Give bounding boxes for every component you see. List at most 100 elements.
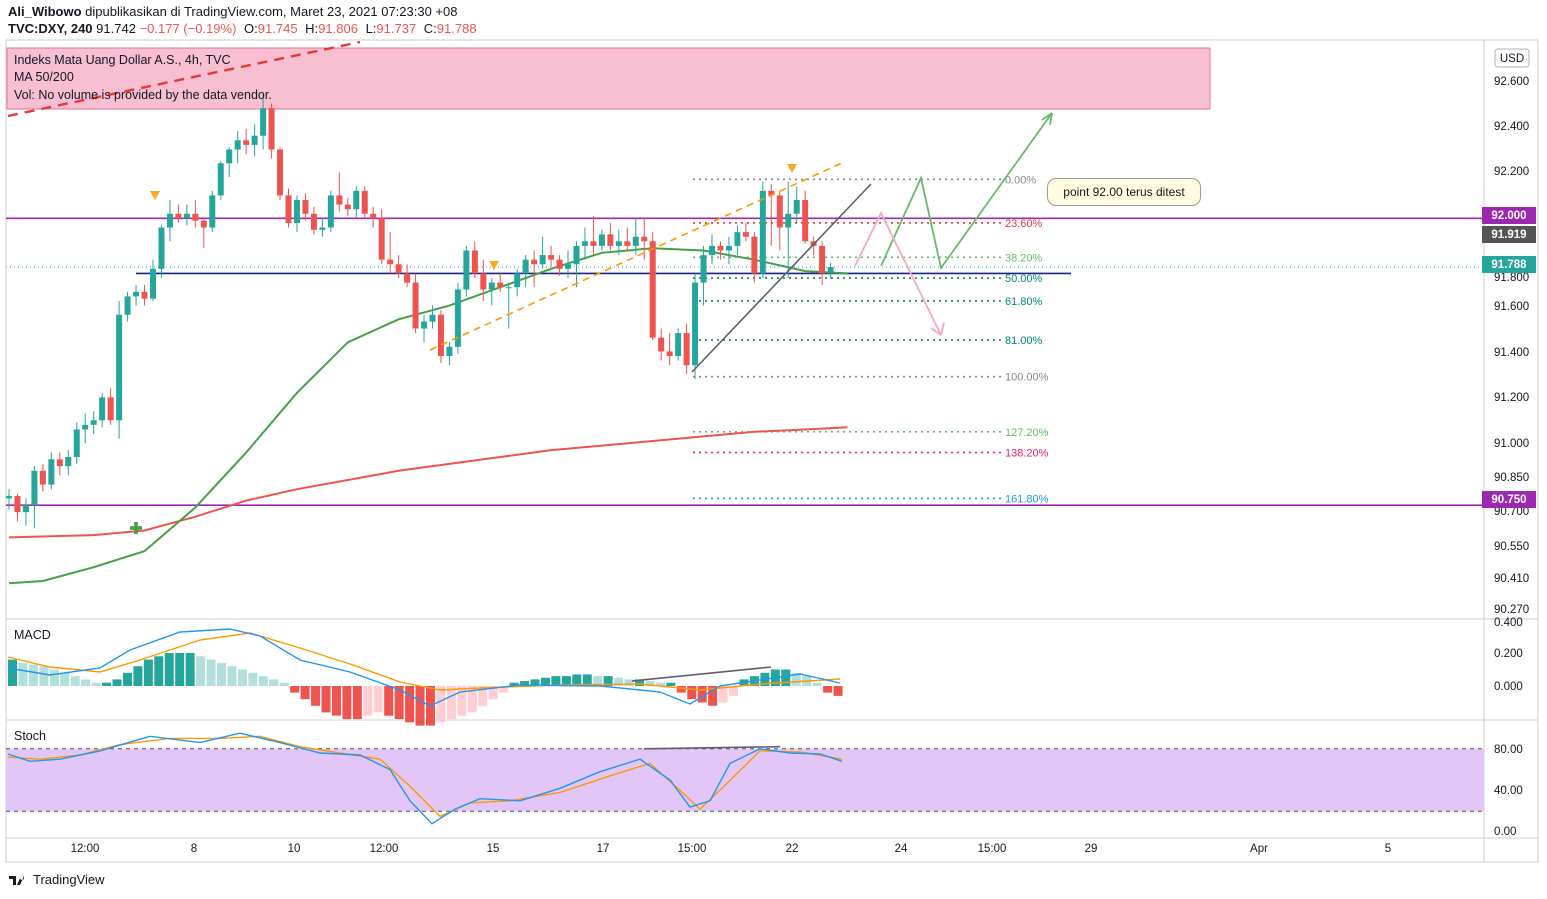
triangle-down-icon: [489, 261, 499, 270]
grey-trendline: [691, 183, 872, 373]
candle-body: [6, 496, 12, 499]
publish-date: dipublikasikan di TradingView.com, Maret…: [85, 4, 458, 19]
candle-body: [234, 140, 241, 150]
high-label: H:: [305, 21, 319, 36]
macd-histogram-bar: [227, 666, 237, 686]
price-tick-label: 92.600: [1494, 76, 1529, 88]
candle-body: [209, 195, 216, 228]
price-tick-label: 92.200: [1494, 166, 1529, 178]
low-label: L:: [365, 21, 377, 36]
candle-body: [692, 282, 699, 366]
time-tick-label: Apr: [1250, 843, 1268, 855]
open-value: 91.745: [257, 21, 298, 36]
annotation-callout: point 92.00 terus ditest: [1047, 178, 1201, 206]
fib-label: 161.80%: [1005, 493, 1049, 505]
macd-histogram-bar: [676, 686, 686, 693]
low-value: 91.737: [376, 21, 417, 36]
price-label-text: 91.788: [1491, 259, 1527, 271]
macd-histogram-bar: [384, 686, 394, 716]
price-tick-label: 91.400: [1494, 347, 1529, 359]
candle-body: [632, 236, 639, 246]
candle-body: [437, 314, 444, 357]
candle-body: [319, 227, 326, 230]
macd-histogram-bar: [729, 686, 739, 696]
candle-body: [819, 245, 826, 274]
price-label-text: 92.000: [1491, 210, 1526, 222]
fib-label: 127.20%: [1005, 427, 1049, 439]
candle-body: [175, 213, 182, 219]
candle-body: [590, 241, 597, 246]
macd-histogram-bar: [478, 686, 488, 706]
macd-histogram-bar: [499, 686, 509, 693]
macd-histogram-bar: [509, 682, 519, 686]
price-tick-label: 90.550: [1494, 541, 1529, 553]
candle-body: [56, 459, 63, 467]
candle-body: [488, 282, 495, 290]
macd-histogram-bar: [133, 666, 143, 686]
candle-body: [454, 289, 461, 347]
macd-histogram-bar: [645, 681, 655, 686]
candle-body: [48, 459, 55, 485]
macd-histogram-bar: [718, 686, 728, 703]
stoch-divergence-line: [643, 745, 781, 750]
footer-text: TradingView: [33, 872, 105, 887]
fib-label: 23.60%: [1005, 218, 1043, 230]
bullish-path: [880, 112, 1053, 271]
candle-body: [166, 213, 173, 228]
macd-histogram-bar: [8, 659, 17, 686]
chart-frame: [5, 39, 1539, 863]
time-tick-label: 12:00: [71, 843, 100, 855]
price-tick-label: 91.000: [1494, 438, 1529, 450]
candle-body: [709, 245, 716, 256]
macd-histogram-bar: [666, 682, 676, 686]
open-label: O:: [244, 21, 258, 36]
macd-histogram-bar: [258, 676, 268, 686]
candle-body: [548, 255, 555, 260]
triangle-down-icon: [787, 164, 797, 173]
macd-histogram-bar: [833, 686, 843, 696]
candle-body: [768, 190, 775, 196]
candle-body: [463, 250, 470, 290]
candle-body: [666, 351, 673, 357]
macd-histogram-bar: [237, 669, 247, 686]
tradingview-icon: [9, 875, 25, 885]
candle-body: [370, 213, 377, 219]
candle-body: [725, 245, 732, 251]
macd-histogram-bar: [812, 682, 822, 686]
macd-histogram-bar: [112, 679, 122, 686]
macd-histogram-bar: [572, 674, 582, 686]
candle-body: [607, 234, 614, 246]
candle-body: [361, 190, 368, 214]
price-tick-label: 90.270: [1494, 604, 1529, 616]
macd-histogram-bar: [81, 679, 91, 686]
candle-body: [446, 346, 453, 357]
macd-histogram-bar: [269, 679, 279, 686]
candle-body: [641, 236, 648, 242]
price-tick-label: 91.800: [1494, 272, 1529, 284]
legend-ma: MA 50/200: [14, 70, 74, 84]
macd-histogram-bar: [603, 676, 613, 686]
macd-histogram-bar: [624, 679, 634, 686]
candle-body: [785, 213, 792, 228]
time-tick-label: 10: [288, 843, 301, 855]
macd-histogram-bar: [540, 677, 550, 686]
resistance-zone: [6, 47, 1211, 110]
macd-histogram-bar: [39, 666, 49, 686]
price-label-badge: [1482, 207, 1536, 224]
candle-body: [675, 333, 682, 357]
candle-body: [573, 245, 580, 265]
close-label: C:: [423, 21, 437, 36]
candle-body: [395, 264, 402, 274]
time-tick-label: 12:00: [370, 843, 399, 855]
candle-body: [31, 470, 38, 506]
candle-body: [116, 314, 123, 421]
stoch-tick-label: 40.00: [1494, 785, 1523, 797]
macd-histogram-bar: [49, 669, 59, 686]
macd-histogram-bar: [122, 672, 132, 686]
candle-body: [683, 333, 690, 366]
macd-histogram-bar: [352, 686, 362, 719]
arrow-up-icon: [1041, 112, 1053, 126]
candle-body: [82, 424, 89, 430]
candle-body: [522, 259, 529, 274]
